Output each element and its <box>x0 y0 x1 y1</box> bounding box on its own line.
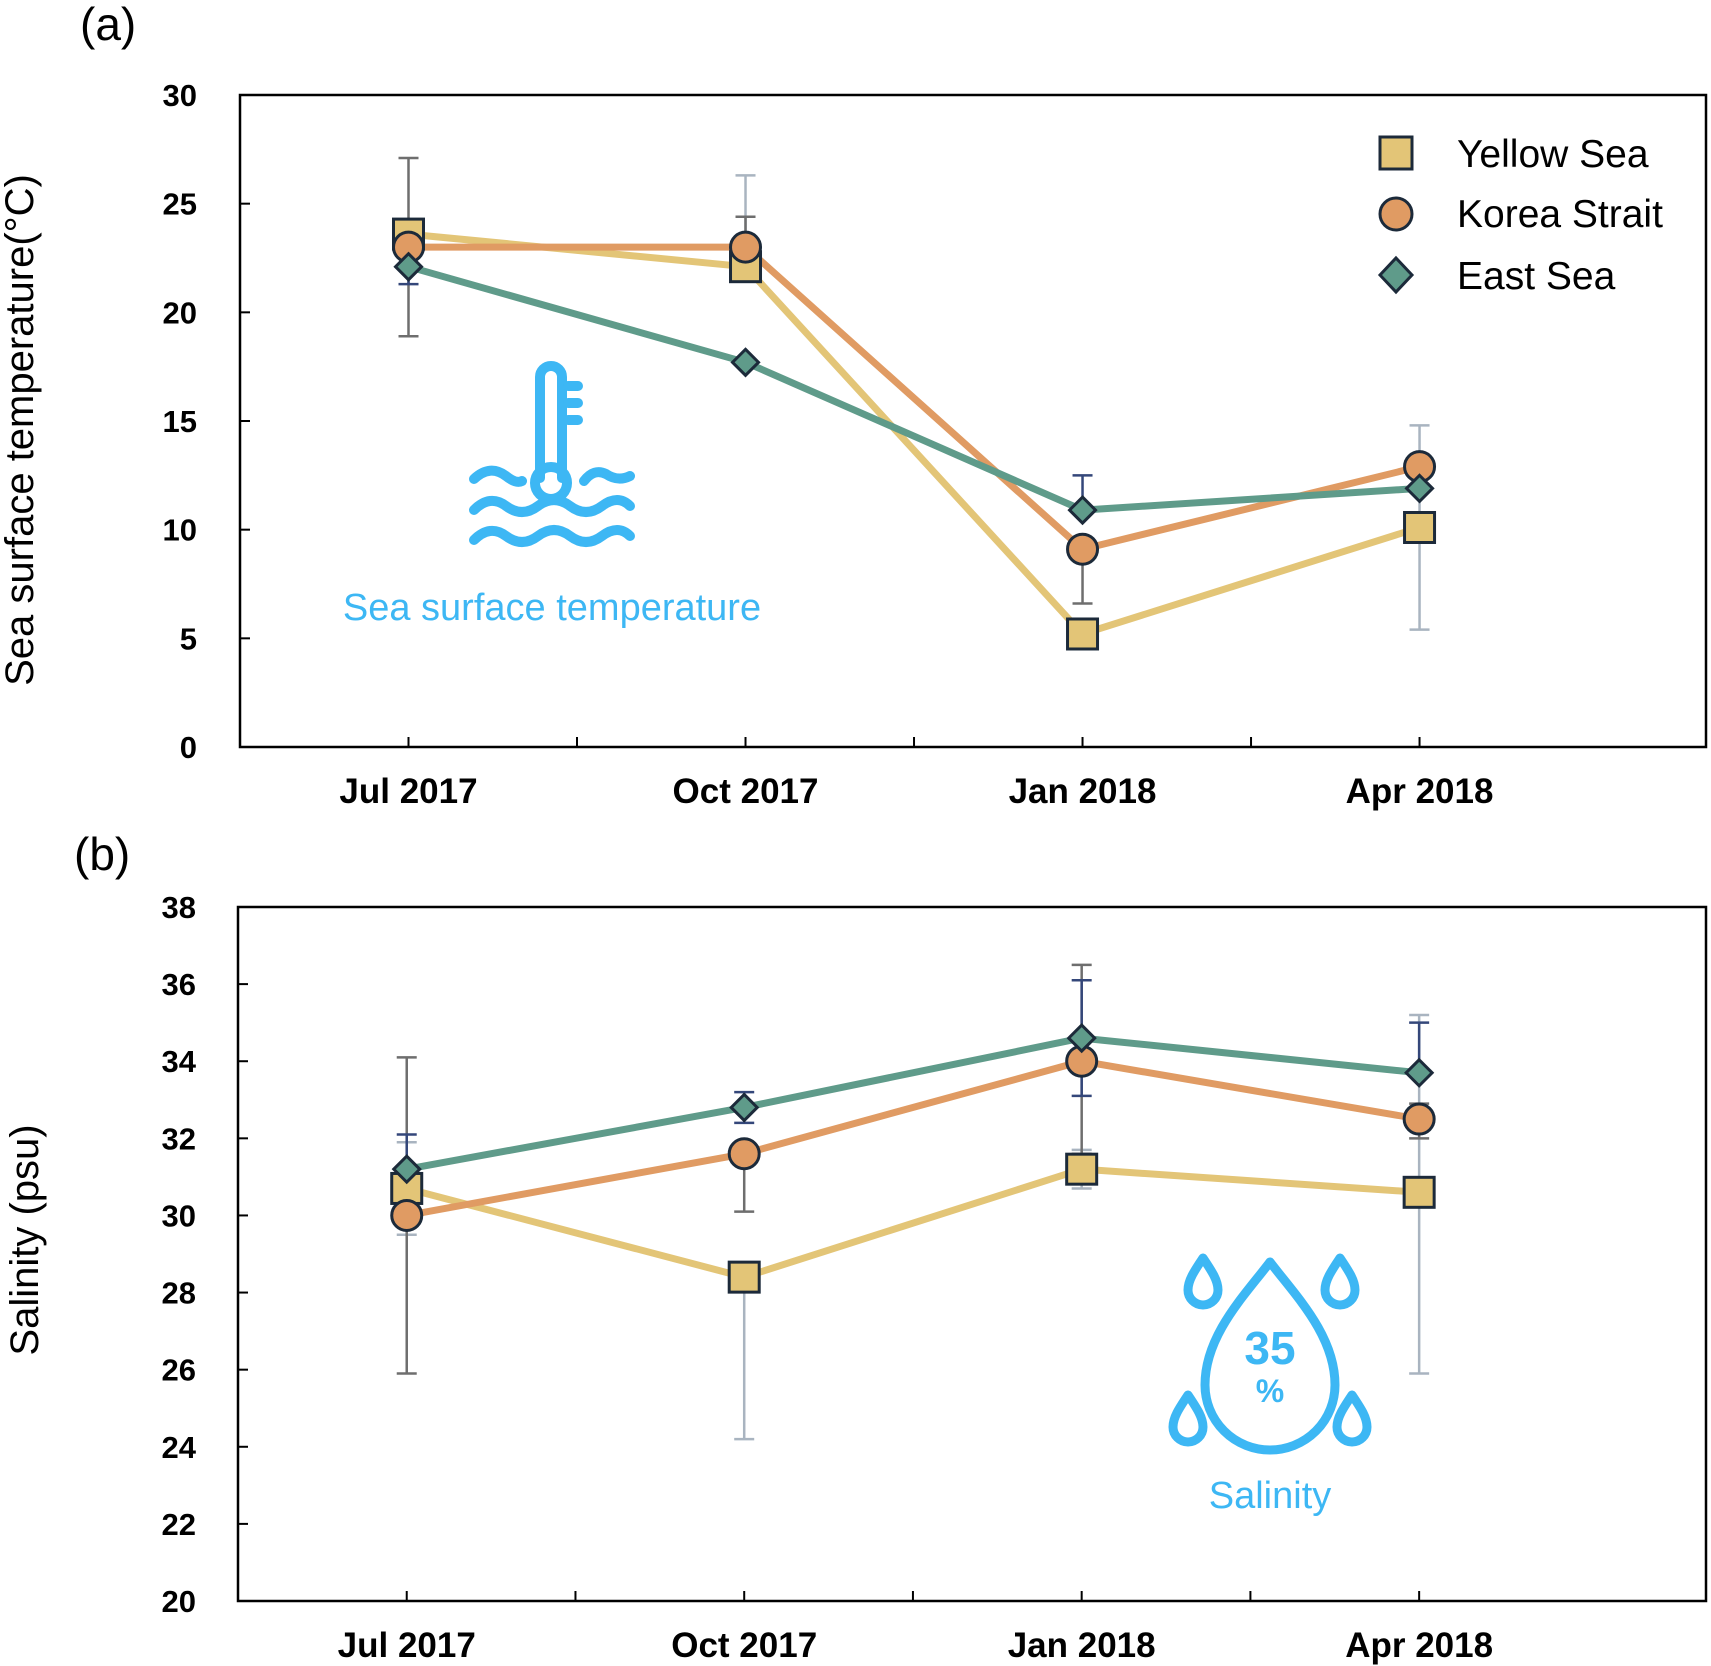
x-tick-label: Oct 2017 <box>671 1626 817 1665</box>
y-tick-label: 20 <box>162 1584 196 1619</box>
y-tick-label: 20 <box>163 295 197 330</box>
panel-a-temperature: (a) 0 5 10 15 20 25 30 Jul 2017 Oct 2017 Jan 201… <box>0 0 1708 811</box>
panel-a-frame <box>238 93 1708 749</box>
data-point-yellow-sea <box>1066 617 1100 651</box>
x-tick-label: Apr 2018 <box>1346 772 1494 811</box>
legend-label-yellow-sea: Yellow Sea <box>1457 133 1649 176</box>
x-tick-label: Apr 2018 <box>1345 1626 1493 1665</box>
y-tick-label: 10 <box>163 513 197 548</box>
series-line-east-sea <box>407 263 1420 514</box>
data-point-east-sea <box>1066 1022 1097 1054</box>
panel-b-label: (b) <box>74 828 130 880</box>
plot-frame <box>236 905 1708 1603</box>
series-line-korea-strait <box>406 1057 1420 1219</box>
y-tick-label: 30 <box>163 78 197 113</box>
panel-b-frame <box>236 905 1708 1603</box>
panel-a-y-axis-title: Sea surface temperature(°C) <box>0 174 42 686</box>
y-tick-label: 36 <box>162 967 196 1002</box>
data-point-east-sea <box>1404 473 1435 504</box>
panel-b-y-axis-title: Salinity (psu) <box>3 1124 47 1355</box>
series-line-korea-strait <box>408 243 1421 553</box>
y-tick-label: 5 <box>180 621 197 656</box>
legend-label-east-sea: East Sea <box>1457 255 1616 298</box>
legend-marker-yellow-sea <box>1378 135 1414 171</box>
data-point-korea-strait <box>729 230 763 264</box>
panel-a-series-lines <box>407 230 1421 638</box>
y-tick-label: 15 <box>163 404 197 439</box>
y-tick-label: 28 <box>162 1276 196 1311</box>
panel-b-annotation: Salinity <box>1209 1475 1332 1517</box>
y-tick-label: 26 <box>162 1353 196 1388</box>
y-tick-label: 38 <box>162 890 196 925</box>
x-tick-label: Jan 2018 <box>1008 1626 1156 1665</box>
salinity-icon-number: 35 <box>1244 1322 1295 1374</box>
y-tick-label: 25 <box>163 187 197 222</box>
data-point-east-sea <box>393 251 424 282</box>
data-point-east-sea <box>391 1154 422 1185</box>
salinity-icon-unit: % <box>1256 1373 1284 1409</box>
y-tick-label: 30 <box>162 1198 196 1233</box>
series-line-yellow-sea <box>405 1165 1420 1281</box>
x-tick-label: Oct 2017 <box>673 772 819 811</box>
data-point-korea-strait <box>727 1137 761 1171</box>
data-point-korea-strait <box>1402 1102 1436 1136</box>
panel-b-series-lines <box>405 1034 1420 1281</box>
thermometer-water-icon <box>469 361 635 547</box>
salinity-drop-icon <box>1168 1253 1372 1455</box>
y-tick-label: 34 <box>162 1044 197 1079</box>
legend-marker-korea-strait <box>1378 196 1414 232</box>
data-point-east-sea <box>729 1092 760 1123</box>
y-tick-label: 0 <box>180 730 197 765</box>
legend: Yellow Sea Korea Strait East Sea <box>1377 133 1663 298</box>
legend-marker-east-sea <box>1377 255 1415 295</box>
data-point-east-sea <box>730 347 761 378</box>
series-line-east-sea <box>406 1034 1420 1173</box>
data-point-yellow-sea <box>1065 1152 1099 1186</box>
legend-label-korea-strait: Korea Strait <box>1457 193 1663 236</box>
panel-a-y-tick-labels: 0 5 10 15 20 25 30 <box>163 78 197 765</box>
x-tick-label: Jul 2017 <box>338 1626 476 1665</box>
panel-a-annotation: Sea surface temperature <box>343 587 761 629</box>
panel-a-x-tick-labels: Jul 2017 Oct 2017 Jan 2018 Apr 2018 <box>339 772 1493 811</box>
data-point-east-sea <box>1067 494 1098 526</box>
y-tick-label: 24 <box>162 1430 197 1465</box>
panel-a-markers <box>392 217 1437 651</box>
data-point-yellow-sea <box>727 1260 761 1294</box>
x-tick-label: Jan 2018 <box>1009 772 1157 811</box>
data-point-yellow-sea <box>1402 1175 1436 1209</box>
data-point-korea-strait <box>1066 532 1100 566</box>
panel-b-salinity: (b) 20 22 24 26 28 30 32 34 36 38 Jul 2017 Oct 201… <box>3 828 1708 1665</box>
y-tick-label: 32 <box>162 1121 196 1156</box>
panel-b-x-tick-labels: Jul 2017 Oct 2017 Jan 2018 Apr 2018 <box>338 1626 1493 1665</box>
panel-b-y-tick-labels: 20 22 24 26 28 30 32 34 36 38 <box>162 890 197 1619</box>
data-point-east-sea <box>1404 1057 1435 1088</box>
data-point-yellow-sea <box>1403 510 1437 544</box>
data-point-korea-strait <box>390 1198 424 1232</box>
x-tick-label: Jul 2017 <box>339 772 477 811</box>
panel-b-markers <box>390 1022 1436 1294</box>
y-tick-label: 22 <box>162 1507 196 1542</box>
panel-a-label: (a) <box>80 0 136 50</box>
